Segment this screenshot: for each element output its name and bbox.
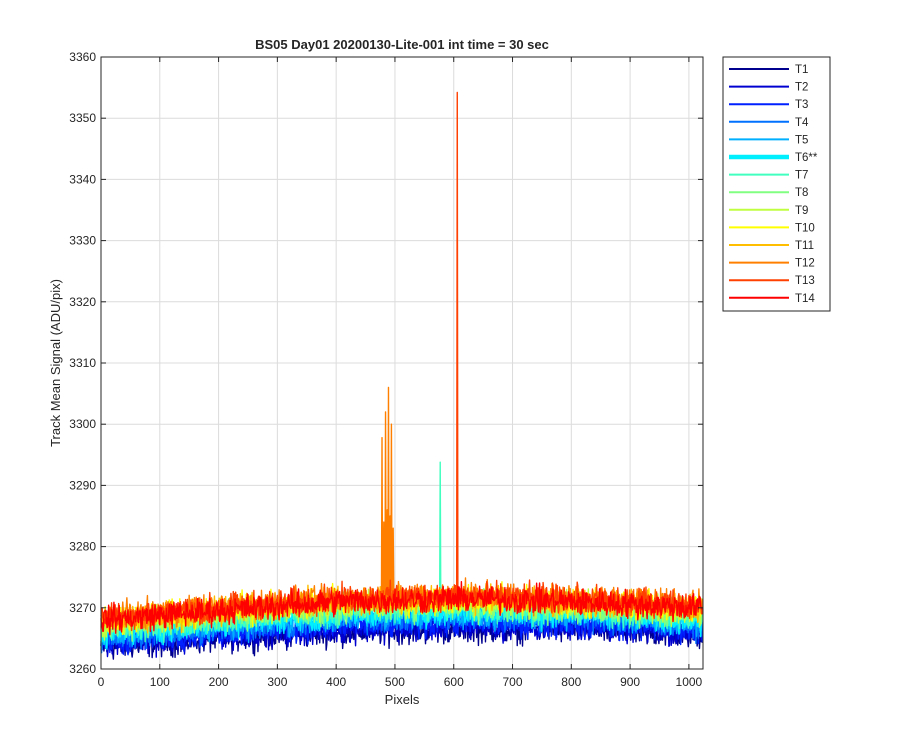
legend: T1 T2 T3 T4 T5 T6** T7 T8 T9 T10 T11 T12 T13 T14 [722,56,831,312]
x-tick-label: 900 [620,675,640,689]
legend-label: T2 [795,82,808,94]
legend-label: T10 [795,222,815,234]
legend-label: T8 [795,187,808,199]
x-tick-label: 200 [209,675,229,689]
axis-ticks: 0 100 200 300 400 500 600 700 800 900 1000 3260 3270… [69,50,703,689]
legend-label: T6** [795,152,818,164]
chart-title: BS05 Day01 20200130-Lite-001 int time = … [255,37,549,52]
x-tick-label: 100 [150,675,170,689]
x-tick-label: 600 [444,675,464,689]
x-tick-label: 1000 [676,675,703,689]
x-tick-label: 300 [267,675,287,689]
legend-box [722,56,831,312]
y-tick-label: 3320 [69,295,96,309]
y-tick-label: 3330 [69,234,96,248]
y-tick-label: 3340 [69,172,96,186]
y-axis-label: Track Mean Signal (ADU/pix) [48,279,63,447]
y-tick-label: 3270 [69,601,96,615]
legend-label: T13 [795,275,815,287]
x-axis-label: Pixels [385,692,420,707]
legend-label: T14 [795,293,815,305]
legend-label: T11 [795,240,814,252]
x-tick-label: 0 [98,675,105,689]
legend-label: T5 [795,134,808,146]
legend-label: T3 [795,99,808,111]
series-layer [100,91,704,660]
series-line-t14 [100,581,703,636]
legend-label: T1 [795,64,808,76]
y-tick-label: 3350 [69,111,96,125]
x-tick-label: 500 [385,675,405,689]
y-tick-label: 3300 [69,417,96,431]
y-tick-label: 3290 [69,478,96,492]
legend-label: T12 [795,258,815,270]
x-tick-label: 700 [503,675,523,689]
y-tick-label: 3260 [69,662,96,676]
y-tick-label: 3310 [69,356,96,370]
y-tick-label: 3280 [69,540,96,554]
legend-label: T9 [795,205,808,217]
legend-label: T4 [795,117,809,129]
x-tick-label: 800 [561,675,581,689]
legend-label: T7 [795,170,808,182]
x-tick-label: 400 [326,675,346,689]
y-tick-label: 3360 [69,50,96,64]
